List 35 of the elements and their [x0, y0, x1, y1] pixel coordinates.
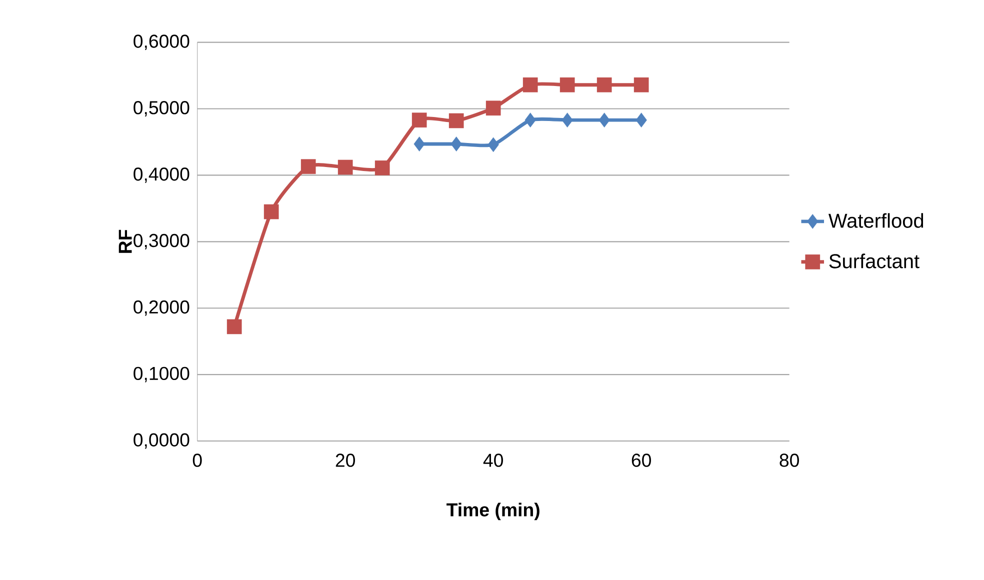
point — [562, 112, 573, 128]
point — [338, 160, 353, 175]
y-tick-label: 0,5000 — [134, 101, 190, 116]
x-tick-label: 60 — [632, 454, 651, 467]
point — [636, 112, 647, 128]
point — [598, 112, 610, 128]
point — [374, 160, 390, 176]
point — [596, 77, 612, 92]
legend-label: Surfactant — [829, 254, 920, 268]
point — [486, 100, 501, 116]
x-tick-label: 0 — [192, 454, 202, 467]
point — [412, 112, 427, 128]
y-axis-title: RF — [118, 230, 132, 253]
y-tick-label: 0,2000 — [134, 300, 190, 316]
point — [450, 136, 462, 152]
point — [448, 113, 464, 128]
point — [634, 77, 649, 92]
point — [226, 319, 242, 334]
legend-label: Waterflood — [828, 213, 924, 228]
x-tick-label: 20 — [336, 454, 355, 467]
y-tick-label: 0,6000 — [134, 34, 190, 50]
point — [488, 137, 499, 152]
x-tick-label: 80 — [780, 454, 799, 467]
y-tick-label: 0,3000 — [134, 234, 190, 250]
y-tick-label: 0,1000 — [134, 366, 190, 382]
point — [264, 204, 279, 220]
x-tick-label: 40 — [483, 454, 503, 467]
point — [524, 112, 536, 128]
y-tick-label: 0,4000 — [134, 167, 190, 183]
y-tick-label: 0,0000 — [134, 433, 190, 449]
point — [414, 136, 425, 152]
point — [522, 77, 538, 92]
x-axis-title: Time (min) — [446, 502, 540, 520]
point — [560, 77, 575, 92]
point — [300, 159, 316, 174]
